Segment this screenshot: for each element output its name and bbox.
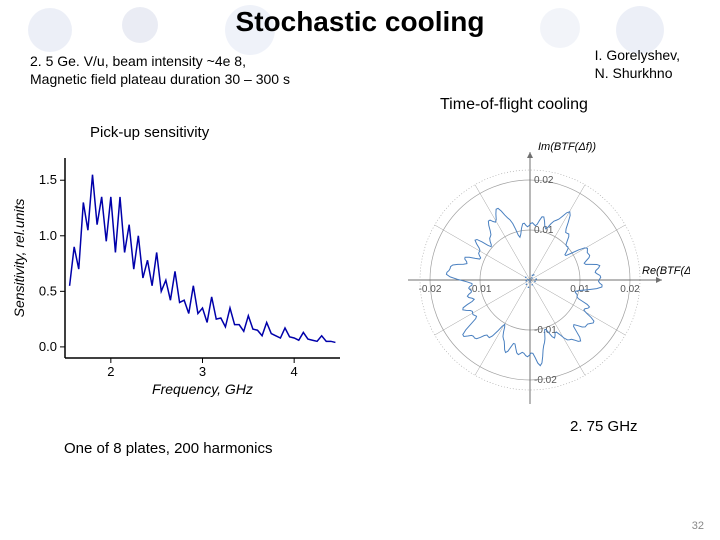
svg-text:1.0: 1.0 bbox=[39, 228, 57, 243]
svg-text:-0.01: -0.01 bbox=[534, 325, 557, 336]
btf-polar-chart: 0.010.02-0.01-0.02-0.02-0.010.010.02Im(B… bbox=[380, 120, 690, 420]
slide-subtitle: 2. 5 Ge. V/u, beam intensity ~4e 8, Magn… bbox=[30, 52, 290, 88]
authors: I. Gorelyshev, N. Shurkhno bbox=[595, 46, 680, 82]
slide-number: 32 bbox=[692, 520, 704, 532]
svg-text:4: 4 bbox=[291, 364, 298, 379]
svg-text:0.0: 0.0 bbox=[39, 339, 57, 354]
pickup-sensitivity-label: Pick-up sensitivity bbox=[90, 124, 209, 141]
svg-text:3: 3 bbox=[199, 364, 206, 379]
tof-cooling-label: Time-of-flight cooling bbox=[440, 96, 588, 114]
ghz-label: 2. 75 GHz bbox=[570, 418, 638, 435]
pickup-sensitivity-chart: 2 3 4 0.0 0.5 1.0 1.5 Frequency, GHz Sensitivity… bbox=[10, 148, 350, 398]
svg-text:0.02: 0.02 bbox=[620, 284, 640, 295]
svg-text:2: 2 bbox=[107, 364, 114, 379]
caption-plates: One of 8 plates, 200 harmonics bbox=[64, 440, 272, 457]
author-2: N. Shurkhno bbox=[595, 65, 673, 81]
svg-text:Sensitivity, rel.units: Sensitivity, rel.units bbox=[11, 199, 27, 318]
svg-text:-0.01: -0.01 bbox=[469, 284, 492, 295]
svg-text:Re(BTF(Δf)): Re(BTF(Δf)) bbox=[642, 265, 690, 277]
author-1: I. Gorelyshev, bbox=[595, 47, 680, 63]
subtitle-line-2: Magnetic field plateau duration 30 – 300… bbox=[30, 71, 290, 87]
svg-text:1.5: 1.5 bbox=[39, 172, 57, 187]
svg-text:-0.02: -0.02 bbox=[534, 375, 557, 386]
svg-text:-0.02: -0.02 bbox=[419, 284, 442, 295]
svg-text:0.01: 0.01 bbox=[534, 225, 554, 236]
svg-text:Im(BTF(Δf)): Im(BTF(Δf)) bbox=[538, 141, 596, 153]
subtitle-line-1: 2. 5 Ge. V/u, beam intensity ~4e 8, bbox=[30, 53, 246, 69]
svg-text:0.02: 0.02 bbox=[534, 175, 554, 186]
slide-title: Stochastic cooling bbox=[0, 6, 720, 38]
svg-text:0.5: 0.5 bbox=[39, 283, 57, 298]
svg-text:Frequency, GHz: Frequency, GHz bbox=[152, 381, 253, 397]
